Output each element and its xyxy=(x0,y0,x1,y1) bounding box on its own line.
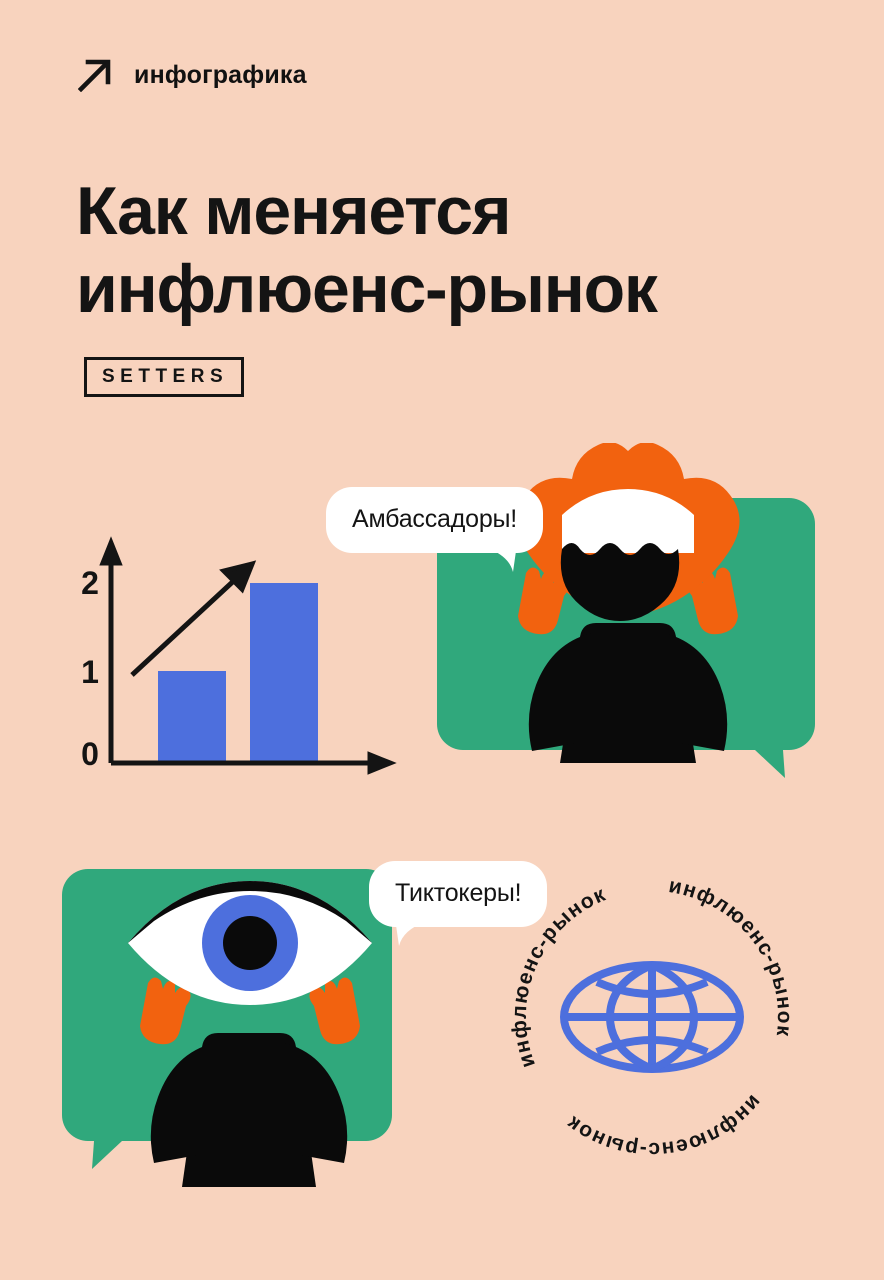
character-body xyxy=(150,1033,348,1187)
character-tiktoker xyxy=(120,857,380,1187)
brand-logo: SETTERS xyxy=(84,357,245,397)
speech-bubble-ambassadors: Амбассадоры! xyxy=(326,487,544,572)
eye-icon xyxy=(128,881,372,1005)
chart-ytick-2: 2 xyxy=(81,565,99,601)
character-hands xyxy=(140,977,360,1045)
page-title: Как меняется инфлюенс-рынок xyxy=(76,172,816,330)
globe-ring-text-2: инфлюенс-рынок xyxy=(562,1090,765,1161)
speech-tail-icon xyxy=(391,918,425,948)
chart-bar-1 xyxy=(158,671,226,763)
page-title-line-2: инфлюенс-рынок xyxy=(76,251,658,328)
globe-icon xyxy=(560,961,744,1073)
character-body xyxy=(528,623,728,763)
svg-text:инфлюенс-рынок: инфлюенс-рынок xyxy=(562,1090,766,1161)
speech-bubble-ambassadors-text: Амбассадоры! xyxy=(352,505,518,533)
chart-ytick-1: 1 xyxy=(81,654,99,690)
globe-badge: инфлюенс-рынок инфлюенс-рынок инфлюенс-р… xyxy=(497,862,807,1172)
speech-tail-icon xyxy=(487,544,521,574)
chart-bar-2 xyxy=(250,583,318,763)
bar-chart: 2 1 0 xyxy=(72,533,412,793)
kicker-label: инфографика xyxy=(134,60,307,89)
open-mouth-icon xyxy=(516,443,740,621)
kicker: инфографика xyxy=(78,58,307,92)
chart-ytick-0: 0 xyxy=(81,736,99,772)
page-title-line-1: Как меняется xyxy=(76,172,512,249)
character-ambassador xyxy=(496,443,760,763)
arrow-up-right-icon xyxy=(78,58,112,92)
speech-bubble-tiktokers-text: Тиктокеры! xyxy=(395,879,522,907)
speech-bubble-tiktokers: Тиктокеры! xyxy=(369,861,548,946)
